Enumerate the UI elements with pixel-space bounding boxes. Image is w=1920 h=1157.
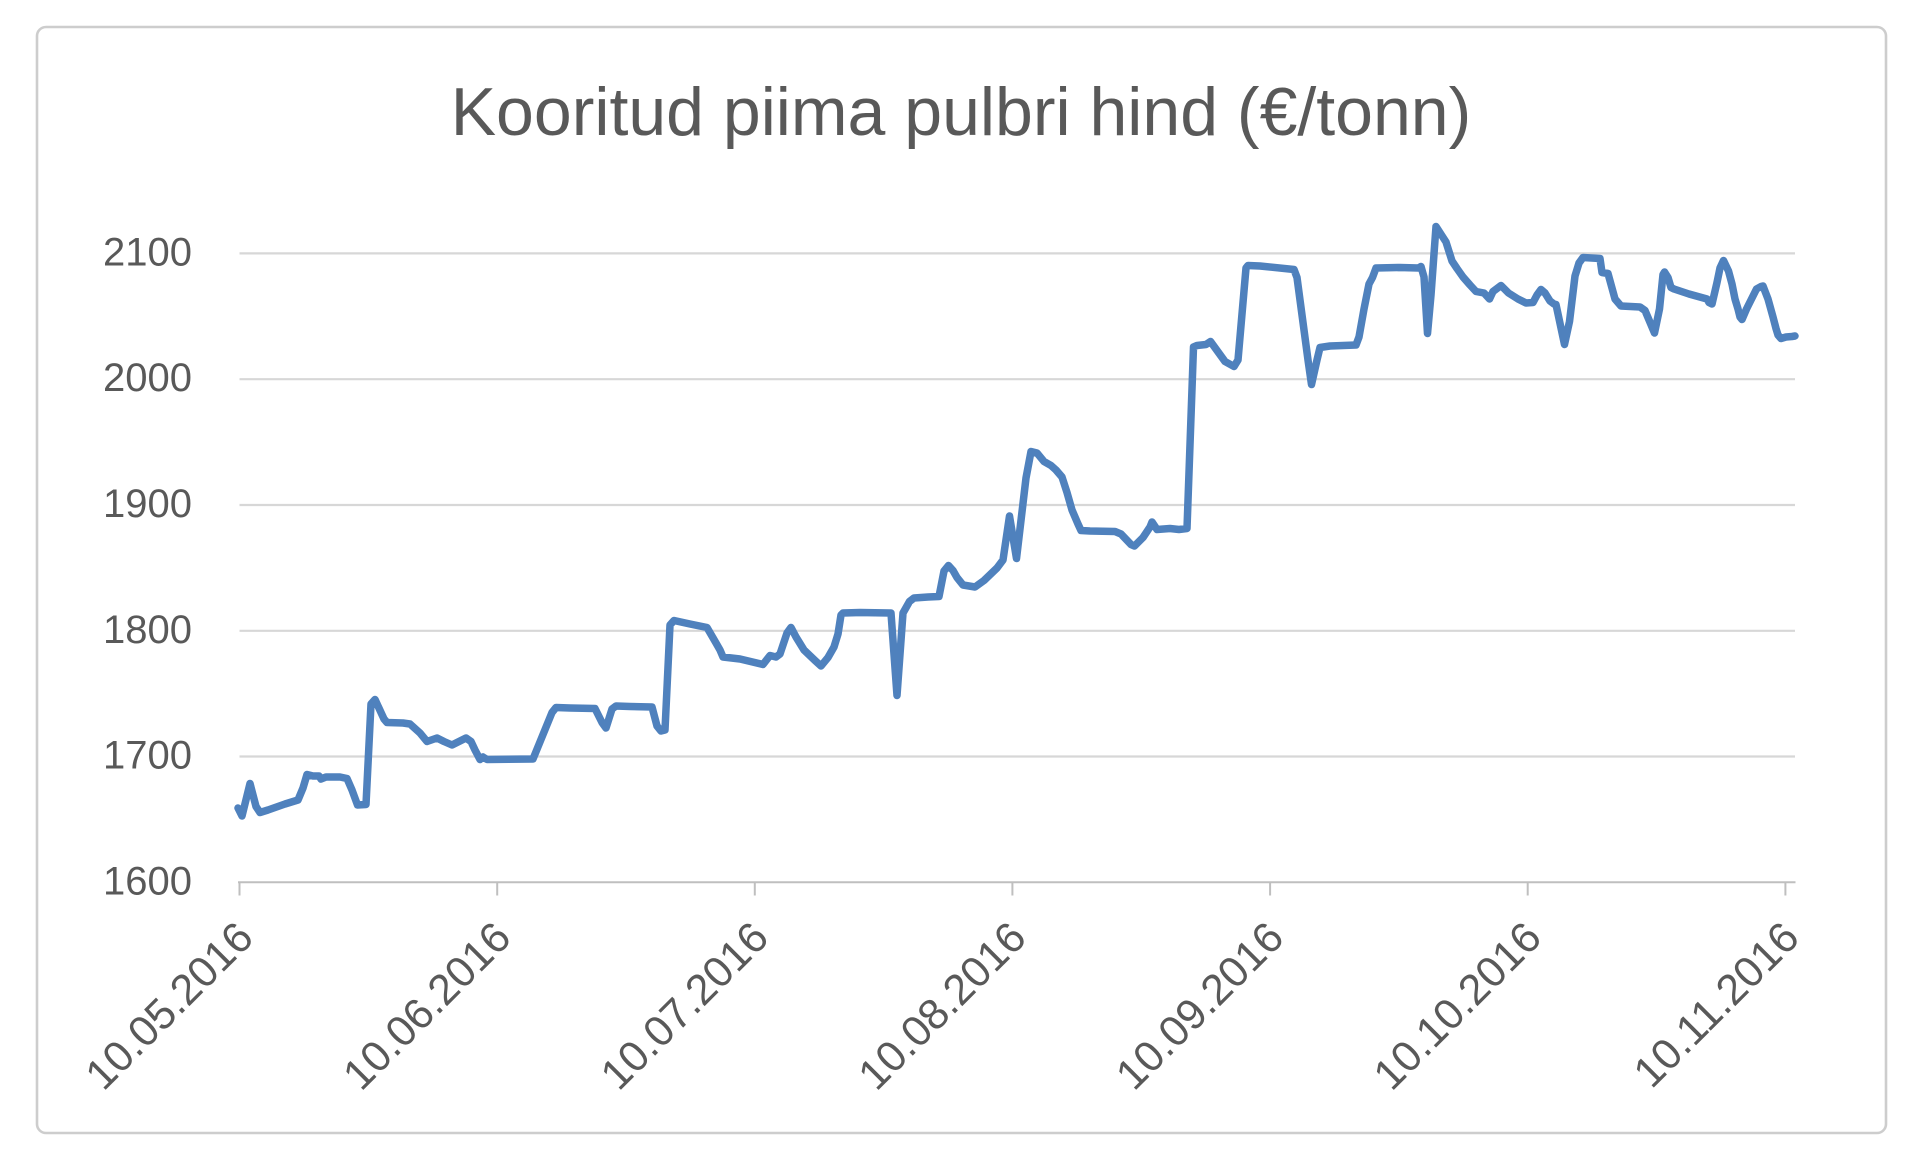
svg-text:2100: 2100 (103, 230, 192, 274)
svg-text:1700: 1700 (103, 734, 192, 778)
svg-text:1600: 1600 (103, 859, 192, 903)
svg-text:1800: 1800 (103, 608, 192, 652)
svg-text:1900: 1900 (103, 482, 192, 526)
svg-text:Kooritud piima pulbri hind (€/: Kooritud piima pulbri hind (€/tonn) (451, 74, 1472, 150)
svg-text:2000: 2000 (103, 356, 192, 400)
